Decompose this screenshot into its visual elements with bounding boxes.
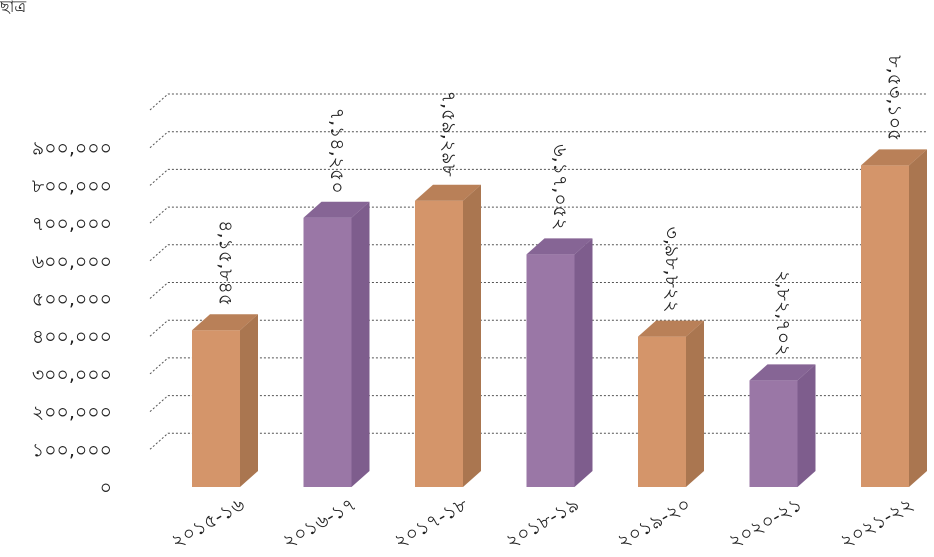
- data-label: ৩,৯৮,৮২২: [660, 227, 682, 313]
- x-tick-label: ২০১৭-১৮: [390, 493, 472, 553]
- x-tick-label: ২০২০-২১: [725, 493, 806, 553]
- x-tick-label: ২০১৮-১৯: [502, 493, 583, 552]
- y-tick-label: ৮০০,০০০: [32, 175, 112, 197]
- corner-text: ছাত্র: [0, 0, 27, 16]
- y-tick-label: ২০০,০০০: [32, 402, 112, 424]
- data-label: ৪,১৫,৮৪৫: [214, 220, 236, 306]
- bar-side: [351, 201, 370, 487]
- gridline: [149, 93, 926, 111]
- x-axis-ticks: ২০১৫-১৬ ২০১৬-১৭ ২০১৭-১৮ ২০১৮-১৯ ২০১৯-২০ ২০২০-…: [167, 493, 917, 553]
- data-label: ২,৮২,৭০২: [772, 270, 794, 356]
- bar: [526, 238, 593, 487]
- bar-top: [861, 149, 927, 166]
- bar: [192, 314, 258, 487]
- y-tick-label: ৫০০,০০০: [32, 289, 112, 311]
- y-tick-label: ১০০,০০০: [32, 439, 112, 461]
- bar-side: [797, 364, 816, 487]
- bar-top: [749, 364, 816, 381]
- x-tick-label: ২০১৫-১৬: [167, 493, 248, 553]
- x-tick-label: ২০১৬-১৭: [279, 493, 360, 553]
- gridline: [149, 131, 926, 149]
- y-tick-label: ৩০০,০০০: [32, 364, 112, 386]
- bar-front: [303, 217, 352, 487]
- data-label: ৭,৫৯,২৯৮: [437, 91, 459, 178]
- bar-side: [574, 238, 593, 487]
- y-tick-label: ৪০০,০০০: [32, 326, 112, 348]
- bar-top: [415, 184, 481, 201]
- bar-front: [415, 200, 463, 487]
- bar: [638, 320, 704, 487]
- gridline: [149, 282, 926, 299]
- bar-front: [526, 254, 575, 487]
- data-label: ৮,৫৩,১০৫: [883, 55, 905, 141]
- y-axis-ticks: ০ ১০০,০০০ ২০০,০০০ ৩০০,০০০ ৪০০,০০০ ৫০০,০০০ ৬০০,…: [32, 138, 112, 499]
- bar: [861, 149, 927, 488]
- gridline: [149, 168, 926, 186]
- bar-top: [192, 314, 258, 331]
- y-tick-label: ৬০০,০০০: [32, 251, 112, 273]
- bar-top: [638, 320, 704, 337]
- bar: [749, 364, 816, 487]
- bar-front: [638, 336, 686, 487]
- x-tick-label: ২০১৯-২০: [613, 493, 694, 553]
- y-tick-label: ০: [100, 477, 112, 499]
- bar-top: [526, 238, 593, 255]
- bar-side: [909, 149, 927, 488]
- gridline: [149, 244, 926, 262]
- data-label: ৭,১৪,২৫০: [326, 108, 348, 194]
- bar-front: [749, 380, 798, 487]
- bar-front: [192, 330, 240, 487]
- bar-side: [240, 314, 258, 487]
- y-tick-label: ৯০০,০০০: [32, 138, 112, 160]
- gridline: [149, 319, 926, 337]
- bar-side: [686, 320, 704, 487]
- bar: [415, 184, 481, 487]
- bars: [192, 149, 927, 488]
- bar: [303, 201, 370, 487]
- data-label: ৬,১৭,০৫২: [549, 144, 571, 230]
- bar-side: [463, 184, 481, 487]
- bar-top: [303, 201, 370, 218]
- y-tick-label: ৭০০,০০০: [32, 213, 112, 235]
- x-tick-label: ২০২১-২২: [836, 493, 917, 553]
- gridline: [149, 206, 926, 224]
- data-labels: ৪,১৫,৮৪৫ ৭,১৪,২৫০ ৭,৫৯,২৯৮ ৬,১৭,০৫২ ৩,৯৮,৮২২…: [214, 55, 905, 356]
- bar-front: [861, 165, 909, 488]
